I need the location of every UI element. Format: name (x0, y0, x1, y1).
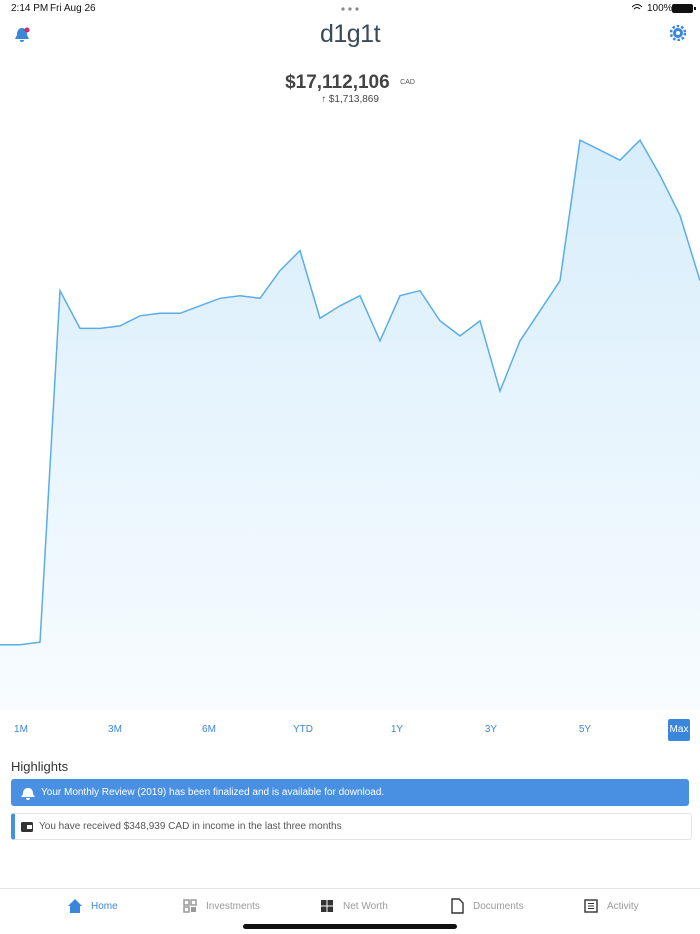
change: ↑ $1,713,869 (321, 94, 379, 105)
tab[interactable]: Home (67, 898, 118, 914)
summary: $17,112,106 CAD (0, 72, 700, 94)
highlight-text: Your Monthly Review (2019) has been fina… (41, 787, 385, 798)
range-button[interactable]: 3M (108, 724, 122, 735)
tab-divider (0, 888, 700, 889)
tab-label: Activity (607, 900, 639, 912)
tab[interactable]: Activity (583, 898, 639, 914)
line (0, 138, 700, 646)
range-button[interactable]: 3Y (484, 724, 498, 735)
range-button[interactable]: Max (668, 719, 690, 741)
range-button[interactable]: 5Y (578, 724, 592, 735)
status-icons (632, 4, 696, 13)
highlight-card[interactable]: You have received $348,939 CAD in income… (11, 813, 692, 840)
tab-icon (451, 898, 464, 914)
currency: CAD (400, 79, 415, 86)
range-button[interactable]: 1M (14, 724, 28, 735)
tab[interactable]: Net Worth (319, 898, 388, 914)
settings-button[interactable] (670, 25, 686, 41)
tab-label: Investments (206, 900, 260, 912)
tab-label: Home (91, 900, 118, 912)
highlights-title: Highlights (11, 759, 69, 774)
change-value: $1,713,869 (328, 94, 379, 105)
status-date: Fri Aug 26 (50, 3, 96, 14)
highlight-banner[interactable]: Your Monthly Review (2019) has been fina… (11, 779, 689, 806)
wallet-icon (21, 821, 33, 832)
home-indicator (243, 924, 457, 929)
status-time: 2:14 PM (11, 3, 49, 14)
tab-label: Documents (473, 900, 524, 912)
range-button[interactable]: YTD (293, 724, 313, 735)
tab[interactable]: Investments (182, 898, 260, 914)
tab-icon (68, 899, 82, 913)
tab-icon (183, 899, 197, 913)
highlight-text: You have received $348,939 CAD in income… (39, 821, 342, 832)
chart (0, 138, 700, 711)
range-button[interactable]: 1Y (390, 724, 404, 735)
bell-icon (21, 787, 35, 800)
range-button[interactable]: 6M (202, 724, 216, 735)
tab-icon (584, 899, 598, 913)
notifications-button[interactable] (14, 26, 32, 44)
tab[interactable]: Documents (449, 898, 524, 914)
status-battery: 100% (647, 3, 673, 14)
multitask-dots (341, 7, 359, 11)
tab-label: Net Worth (343, 900, 388, 912)
logo: d1g1t (319, 20, 381, 48)
portfolio-value: $17,112,106 (285, 72, 390, 93)
tab-icon (321, 900, 333, 912)
area (0, 140, 700, 711)
